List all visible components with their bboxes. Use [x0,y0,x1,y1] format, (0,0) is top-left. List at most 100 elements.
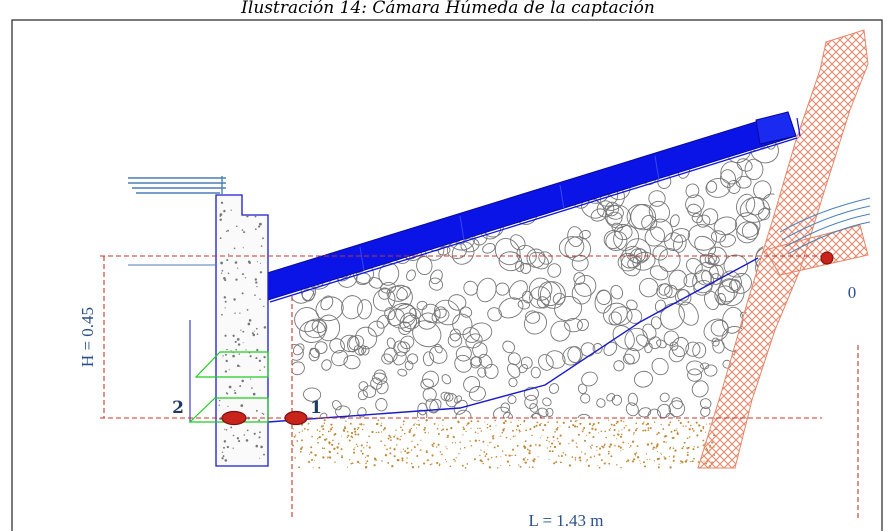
sand-grain [344,425,346,428]
stone [451,187,469,203]
sand-grain [346,436,348,439]
sand-grain [698,424,701,427]
sand-grain [531,406,533,408]
point-1-label: 1 [310,398,322,418]
sand-grain [485,453,488,455]
sand-grain [579,422,582,425]
sand-grain [444,459,447,461]
sand-grain [714,399,716,401]
concrete-speck [242,273,244,276]
sand-grain [664,395,666,397]
stone [429,398,442,413]
sand-grain [328,451,332,454]
sand-grain [402,420,405,423]
sand-grain [592,435,595,439]
stone [446,140,473,159]
stone [469,322,493,342]
stone [577,383,588,395]
sand-grain [353,448,355,451]
sand-grain [683,406,684,407]
sand-grain [581,369,582,370]
stone [610,285,624,300]
sand-grain [308,461,310,463]
stone [396,286,411,301]
sand-grain [689,424,692,427]
sand-grain [316,438,319,440]
stone [649,265,669,281]
sand-grain [384,454,388,457]
sand-grain [571,456,574,458]
stone [315,296,344,322]
sand-grain [589,402,590,403]
sand-grain [445,428,449,431]
sand-grain [630,413,631,414]
sand-grain [367,455,370,457]
sand-grain [294,457,296,459]
sand-grain [364,466,367,469]
concrete-speck [221,313,223,316]
stone [648,200,671,223]
sand-grain [570,372,571,373]
concrete-speck [223,440,227,443]
sand-grain [389,436,392,439]
sand-grain [645,453,648,455]
stone [480,186,491,200]
sand-grain [432,445,434,448]
sand-grain [512,448,515,451]
sand-grain [595,445,598,448]
concrete-speck [249,355,252,358]
sand-grain [568,464,572,467]
sand-grain [354,430,357,433]
sand-grain [442,425,444,427]
stone [520,262,532,274]
stone [530,413,543,418]
sand-grain [608,445,611,448]
sand-grain [301,446,304,449]
sand-grain [585,461,587,463]
sand-grain [652,448,654,450]
sand-grain [599,447,602,450]
sand-grain [667,387,668,388]
stone [303,387,322,402]
sand-grain [324,438,327,441]
sand-grain [322,456,325,459]
stone [420,378,434,390]
sand-grain [528,452,531,455]
sand-grain [660,453,663,455]
concrete-speck [224,370,228,373]
sand-grain [588,431,591,434]
sand-grain [526,459,529,461]
stone [462,327,480,343]
sand-grain [557,412,559,414]
sand-grain [442,419,444,421]
stone [625,402,639,417]
sand-grain [489,425,492,428]
sand-grain [679,373,681,375]
sand-grain [700,387,701,388]
sand-grain [445,446,447,448]
sand-grain [537,456,539,458]
sand-grain [393,455,396,458]
sand-grain [686,454,689,457]
stone [625,140,638,151]
sand-grain [631,401,632,402]
sand-grain [596,449,598,451]
sand-grain [488,395,490,397]
sand-grain [675,414,676,415]
stone [407,161,420,175]
sand-grain [518,464,520,466]
sand-grain [558,394,559,395]
sand-grain [672,447,675,450]
sand-grain [555,461,558,463]
concrete-speck [224,353,227,356]
sand-grain [533,461,535,463]
stone [429,345,448,364]
sand-grain [296,440,299,442]
sand-layer [292,369,718,469]
sand-grain [340,448,343,451]
sand-grain [517,410,519,412]
stone [730,272,752,294]
stone [685,183,700,199]
concrete-speck [225,359,228,363]
stone [705,178,731,198]
